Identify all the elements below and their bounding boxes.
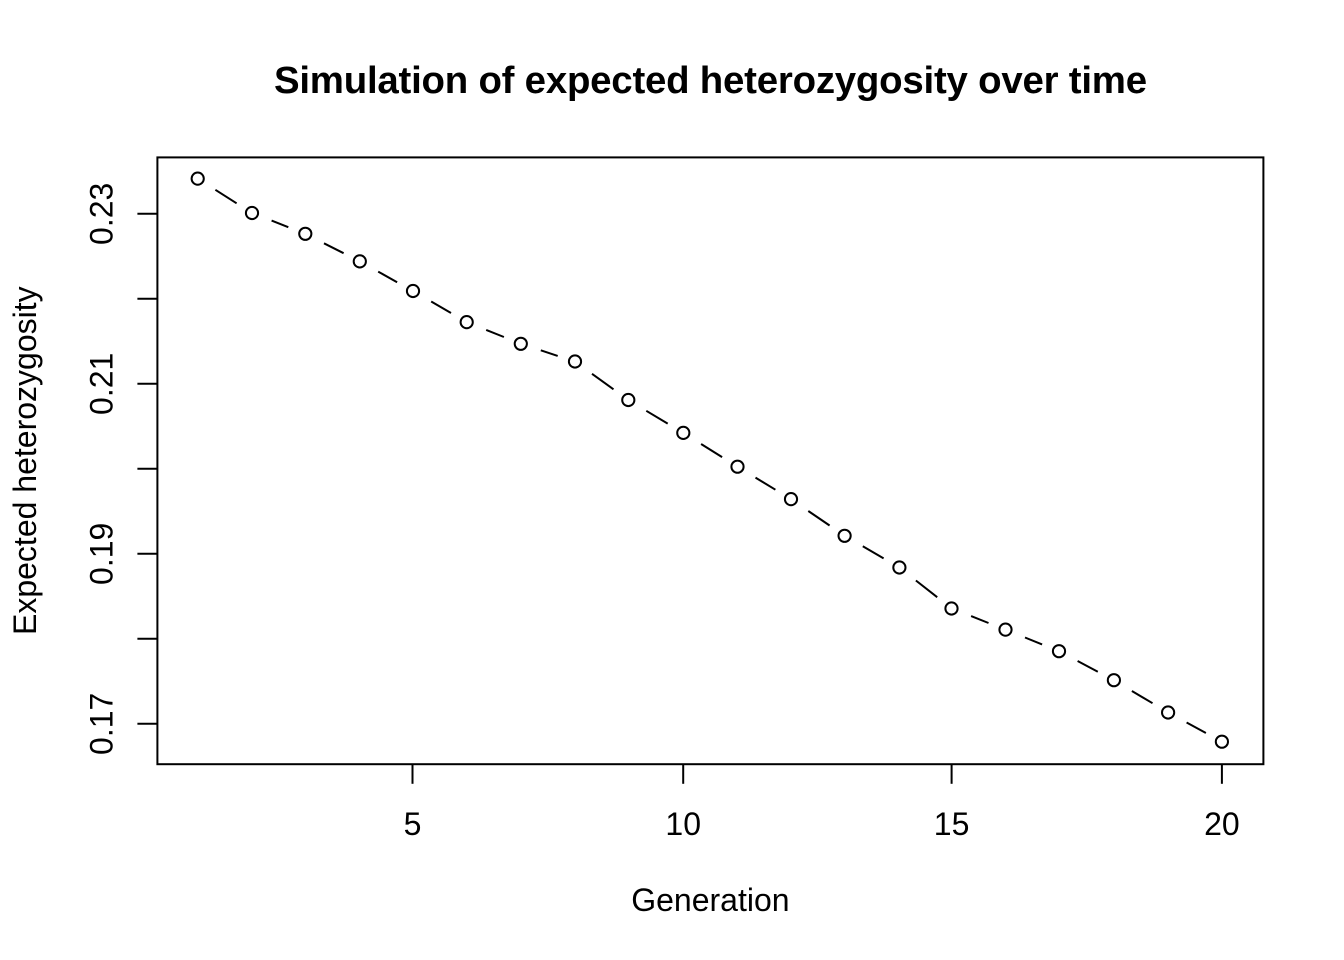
svg-text:10: 10 bbox=[665, 806, 701, 842]
svg-text:0.21: 0.21 bbox=[84, 353, 120, 415]
svg-text:Generation: Generation bbox=[631, 882, 789, 918]
svg-text:Simulation of expected heteroz: Simulation of expected heterozygosity ov… bbox=[274, 59, 1147, 102]
svg-text:0.19: 0.19 bbox=[84, 523, 120, 585]
svg-text:5: 5 bbox=[404, 806, 422, 842]
svg-text:0.17: 0.17 bbox=[84, 693, 120, 755]
svg-text:15: 15 bbox=[934, 806, 970, 842]
svg-text:20: 20 bbox=[1204, 806, 1240, 842]
svg-text:Expected heterozygosity: Expected heterozygosity bbox=[7, 286, 43, 635]
svg-text:0.23: 0.23 bbox=[84, 183, 120, 245]
